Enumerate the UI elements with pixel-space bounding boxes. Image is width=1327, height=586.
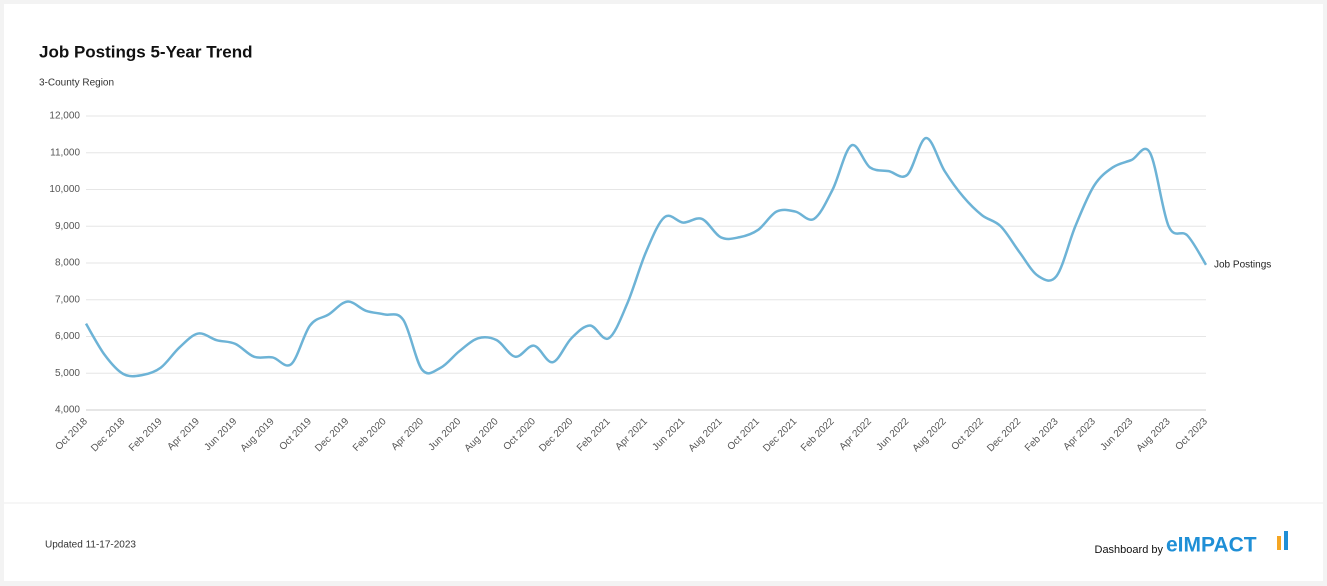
series-label: Job Postings xyxy=(1214,259,1271,270)
x-tick-label: Aug 2020 xyxy=(463,416,501,454)
y-tick-label: 10,000 xyxy=(49,184,80,195)
x-tick-label: Apr 2020 xyxy=(390,416,427,453)
x-tick-label: Jun 2019 xyxy=(202,416,239,453)
y-tick-label: 8,000 xyxy=(55,258,80,269)
x-tick-label: Feb 2020 xyxy=(351,416,389,454)
y-tick-label: 4,000 xyxy=(55,405,80,416)
x-tick-label: Jun 2020 xyxy=(426,416,463,453)
x-tick-label: Feb 2022 xyxy=(799,416,837,454)
logo-bar xyxy=(1277,536,1281,550)
x-tick-label: Feb 2019 xyxy=(127,416,165,454)
x-tick-label: Oct 2019 xyxy=(278,416,315,453)
x-tick-label: Oct 2018 xyxy=(54,416,91,453)
chart-subtitle: 3-County Region xyxy=(39,78,114,89)
chart: Job Postings 5-Year Trend 3-County Regio… xyxy=(4,42,1323,557)
x-tick-label: Oct 2021 xyxy=(726,416,763,453)
y-tick-label: 6,000 xyxy=(55,331,80,342)
x-tick-label: Apr 2021 xyxy=(614,416,651,453)
y-tick-label: 5,000 xyxy=(55,368,80,379)
series-line xyxy=(84,136,1208,378)
x-tick-label: Aug 2022 xyxy=(911,416,949,454)
chart-title: Job Postings 5-Year Trend xyxy=(39,42,253,61)
x-tick-label: Apr 2019 xyxy=(166,416,203,453)
x-tick-label: Aug 2023 xyxy=(1135,416,1173,454)
x-tick-label: Oct 2023 xyxy=(1174,416,1211,453)
x-tick-label: Aug 2019 xyxy=(239,416,277,454)
x-tick-label: Dec 2018 xyxy=(89,416,127,454)
credit: Dashboard by xyxy=(1095,544,1164,556)
x-tick-label: Dec 2020 xyxy=(537,416,575,454)
x-tick-label: Apr 2023 xyxy=(1062,416,1099,453)
updated-note: Updated 11-17-2023 xyxy=(45,540,136,551)
y-tick-label: 12,000 xyxy=(49,111,80,122)
x-tick-label: Dec 2022 xyxy=(985,416,1023,454)
brand: eIMPACT xyxy=(1166,534,1257,557)
x-tick-label: Dec 2019 xyxy=(313,416,351,454)
x-tick-label: Oct 2020 xyxy=(502,416,539,453)
card: Job Postings 5-Year Trend 3-County Regio… xyxy=(4,4,1323,581)
x-tick-label: Aug 2021 xyxy=(687,416,725,454)
y-tick-label: 7,000 xyxy=(55,294,80,305)
x-tick-label: Feb 2023 xyxy=(1023,416,1061,454)
x-tick-label: Feb 2021 xyxy=(575,416,613,454)
x-tick-label: Dec 2021 xyxy=(761,416,799,454)
logo-bar xyxy=(1284,531,1288,550)
y-tick-label: 9,000 xyxy=(55,221,80,232)
x-tick-label: Apr 2022 xyxy=(838,416,875,453)
x-tick-label: Oct 2022 xyxy=(950,416,987,453)
x-tick-label: Jun 2023 xyxy=(1098,416,1135,453)
y-tick-label: 11,000 xyxy=(50,147,80,158)
x-tick-label: Jun 2021 xyxy=(650,416,687,453)
x-tick-label: Jun 2022 xyxy=(874,416,911,453)
